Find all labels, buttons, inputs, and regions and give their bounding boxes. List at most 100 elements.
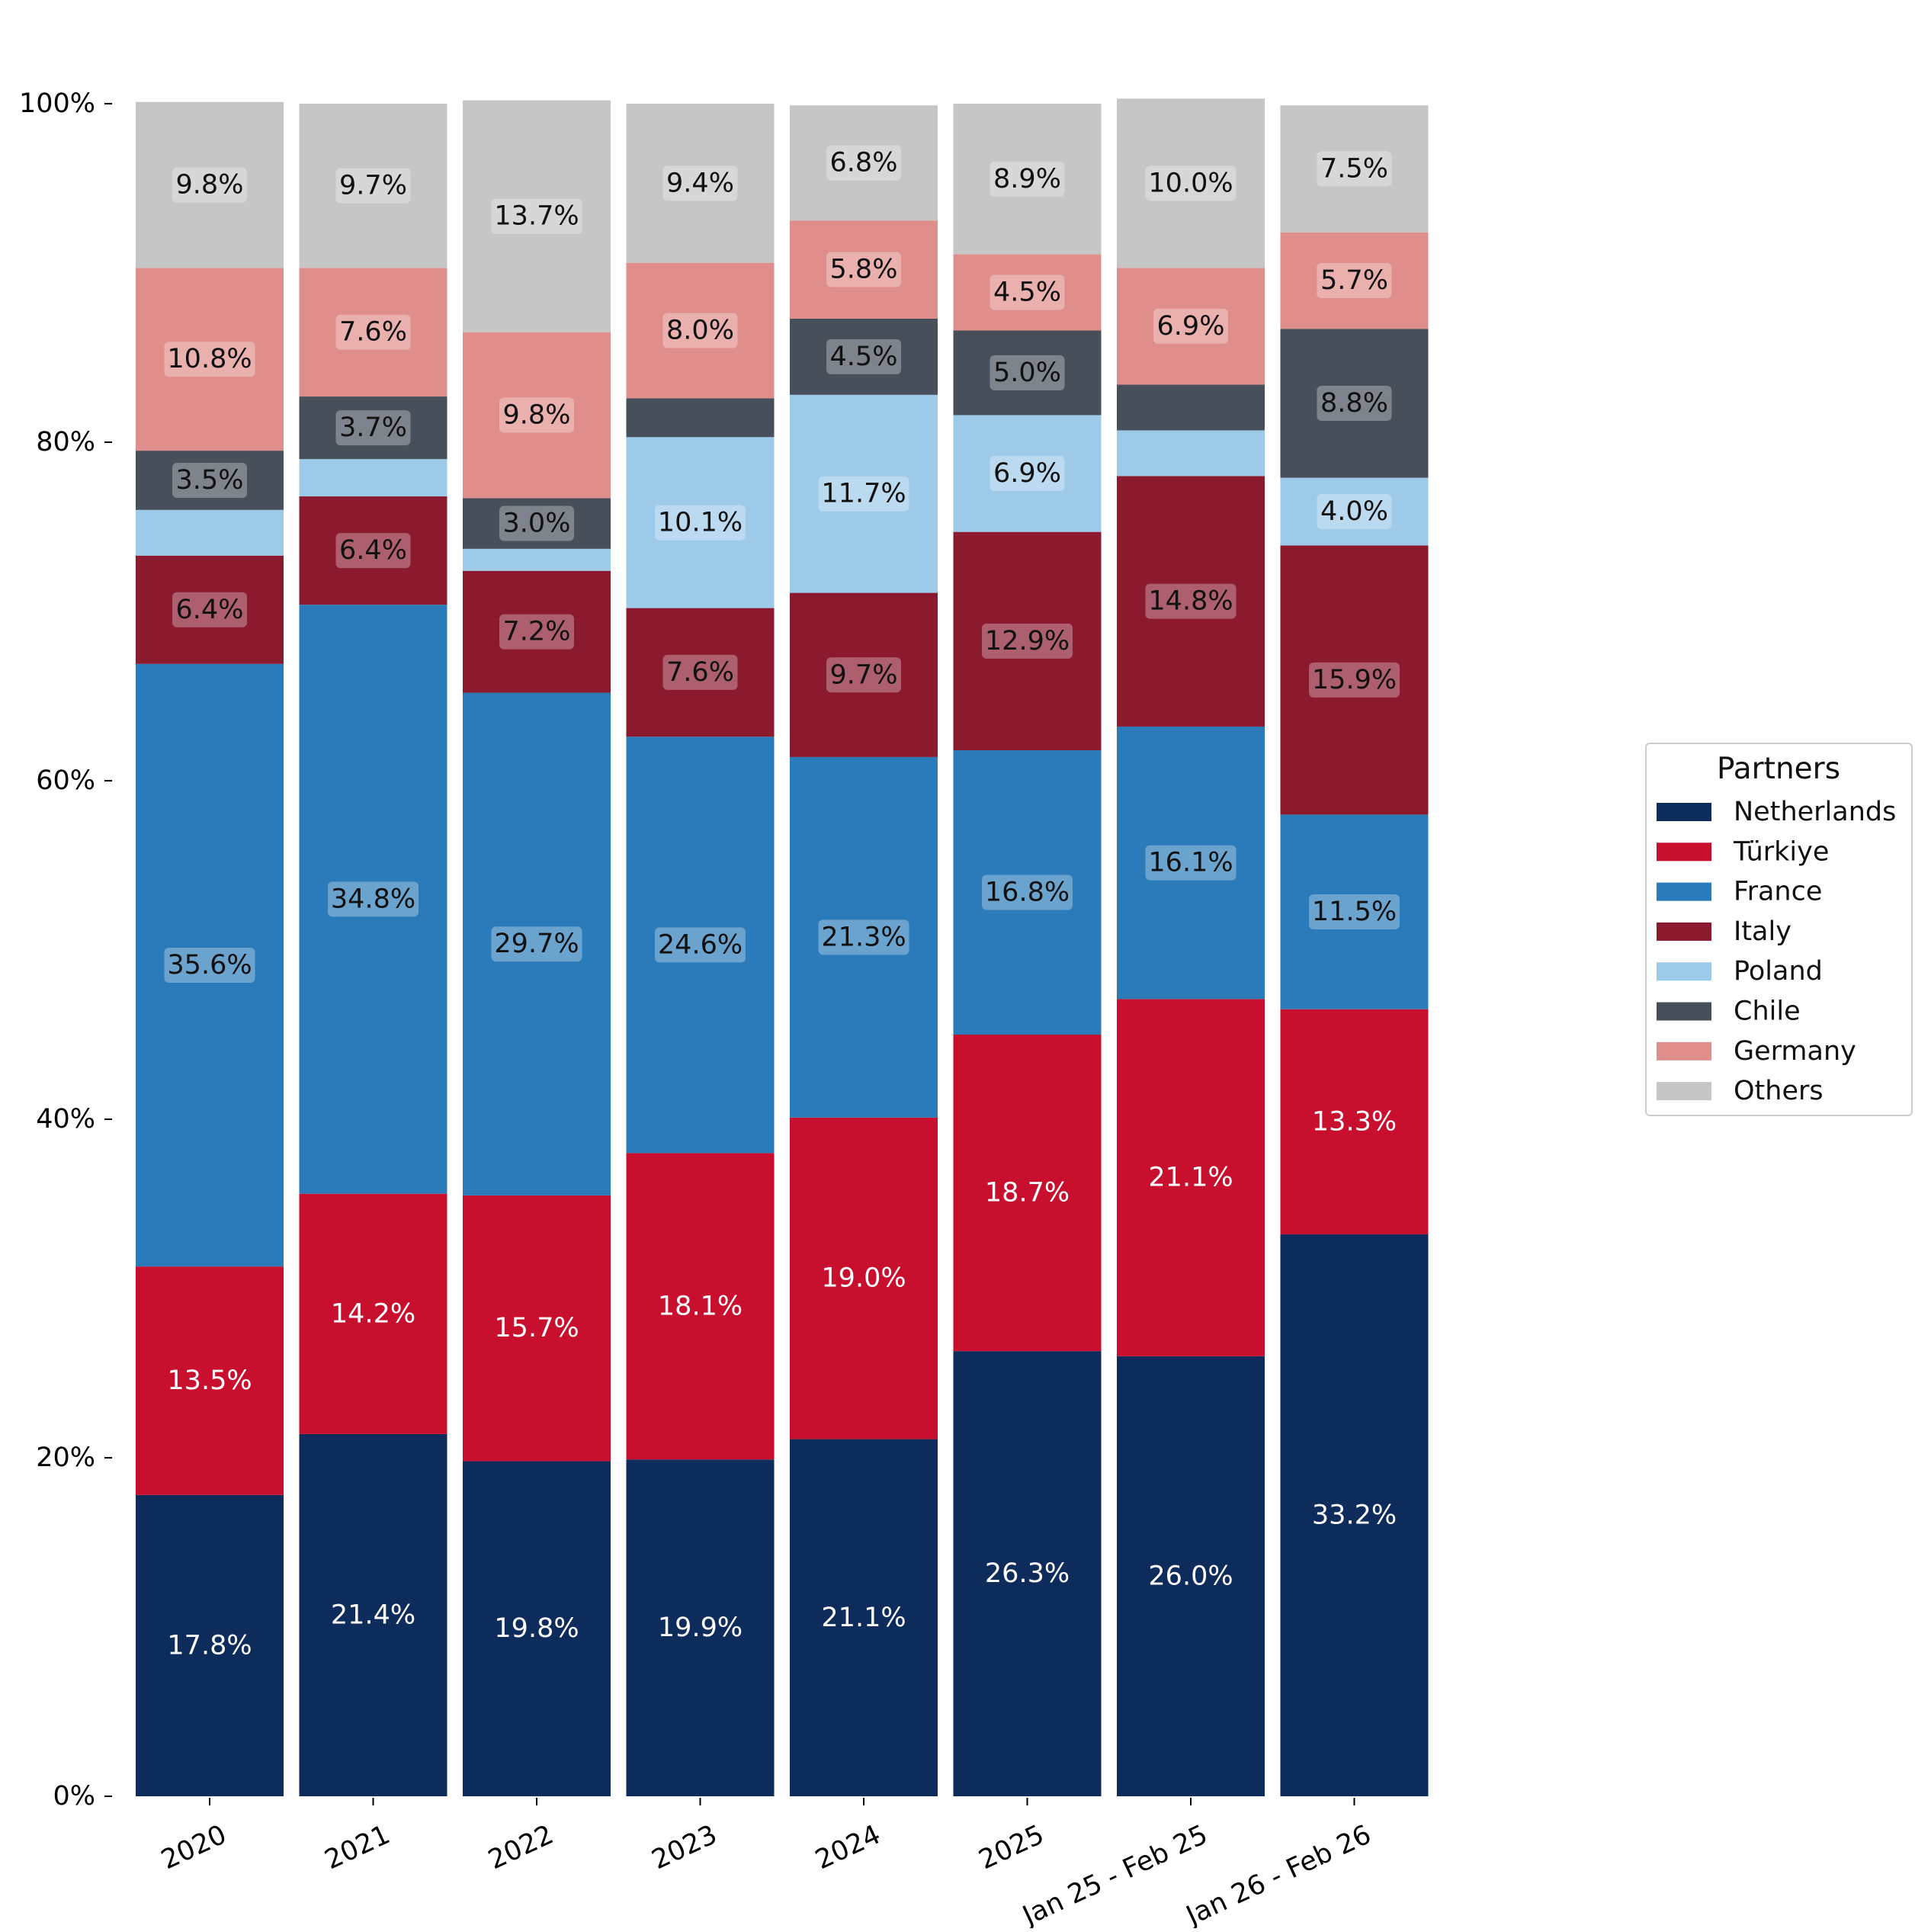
legend-swatch-turkiye [1657, 842, 1711, 862]
bar-segment-turkiye-2023 [626, 1153, 775, 1460]
value-label-poland-2025: 6.9% [993, 458, 1061, 489]
value-label-others-2020: 9.8% [176, 170, 244, 201]
value-label-turkiye-jan-26-feb-26: 13.3% [1312, 1106, 1397, 1137]
bar-segment-chile-jan-26-feb-26 [1280, 329, 1429, 478]
bar-segment-poland-2020 [136, 509, 284, 556]
bar-segment-turkiye-2020 [136, 1266, 284, 1495]
value-label-others-2021: 9.7% [339, 171, 407, 201]
value-label-box-germany-2021 [335, 314, 411, 350]
value-label-others-2024: 6.8% [830, 148, 898, 178]
y-axis: 0% 20% 40% 60% 80% 100% [19, 88, 112, 1812]
bar-segment-germany-2020 [136, 268, 284, 451]
bar-segment-poland-jan-26-feb-26 [1280, 477, 1429, 546]
value-label-france-2024: 21.3% [821, 922, 906, 952]
y-tick-label: 20% [36, 1443, 95, 1473]
value-label-germany-2021: 7.6% [339, 317, 407, 348]
value-label-germany-2024: 5.8% [830, 255, 898, 285]
value-label-france-2025: 16.8% [985, 878, 1070, 908]
y-tick-label: 80% [36, 427, 95, 457]
value-label-france-jan-25-feb-25: 16.1% [1148, 848, 1233, 878]
bar-segment-france-2022 [463, 692, 611, 1195]
value-label-box-others-2021 [335, 168, 411, 204]
bar-segment-italy-2025 [953, 531, 1102, 751]
bar-segment-germany-jan-26-feb-26 [1280, 232, 1429, 329]
bar-segment-others-jan-26-feb-26 [1280, 105, 1429, 233]
value-label-netherlands-2025: 26.3% [985, 1558, 1070, 1589]
bar-segment-france-2023 [626, 737, 775, 1154]
legend-label-others: Others [1734, 1076, 1824, 1106]
bar-segment-others-2020 [136, 101, 284, 268]
value-label-box-germany-2023 [662, 313, 738, 348]
value-label-box-others-2023 [662, 165, 738, 201]
value-label-box-france-2023 [655, 927, 746, 963]
bar-segment-netherlands-2022 [463, 1461, 611, 1796]
x-tick-label-2021: 2021 [320, 1819, 395, 1876]
bar-segment-germany-2021 [299, 268, 447, 397]
value-label-netherlands-jan-25-feb-25: 26.0% [1148, 1561, 1233, 1591]
value-label-others-jan-25-feb-25: 10.0% [1148, 168, 1233, 198]
bar-segment-netherlands-2025 [953, 1351, 1102, 1796]
x-tick-label-jan-26-feb-26: Jan 26 - Feb 26 [1180, 1819, 1375, 1928]
value-labels-layer: 17.8% 13.5% 35.6% 6.4% 3.5% 10.8% 9.8% 21.4% 14.… [164, 145, 1400, 1661]
bar-segment-netherlands-2024 [790, 1439, 938, 1796]
bar-segment-netherlands-jan-26-feb-26 [1280, 1234, 1429, 1796]
bar-segment-germany-2025 [953, 254, 1102, 331]
value-label-france-2021: 34.8% [331, 884, 415, 914]
value-label-germany-2025: 4.5% [993, 278, 1061, 308]
bar-segment-germany-jan-25-feb-25 [1117, 268, 1265, 385]
value-label-others-2025: 8.9% [993, 164, 1061, 194]
value-label-box-germany-jan-26-feb-26 [1317, 262, 1392, 298]
value-label-italy-2020: 6.4% [176, 595, 244, 625]
bar-segment-turkiye-jan-26-feb-26 [1280, 1009, 1429, 1234]
bar-segment-others-2023 [626, 104, 775, 263]
value-label-chile-2021: 3.7% [339, 412, 407, 443]
bar-segment-italy-2024 [790, 592, 938, 757]
value-label-netherlands-2024: 21.1% [821, 1603, 906, 1633]
value-label-netherlands-2022: 19.8% [494, 1613, 579, 1644]
value-label-box-italy-2023 [662, 654, 738, 690]
legend-swatch-france [1657, 882, 1711, 901]
value-label-box-others-jan-25-feb-25 [1145, 165, 1237, 201]
value-label-box-chile-2025 [990, 355, 1065, 390]
bars-layer [136, 98, 1429, 1796]
value-label-netherlands-jan-26-feb-26: 33.2% [1312, 1500, 1397, 1530]
value-label-box-chile-jan-26-feb-26 [1317, 385, 1392, 421]
bar-segment-others-2024 [790, 105, 938, 221]
value-label-netherlands-2020: 17.8% [167, 1630, 252, 1661]
bar-segment-others-2022 [463, 100, 611, 332]
value-label-germany-jan-26-feb-26: 5.7% [1320, 265, 1388, 296]
value-label-box-italy-2025 [982, 623, 1073, 659]
bar-segment-germany-2024 [790, 220, 938, 319]
legend-label-chile: Chile [1734, 996, 1801, 1027]
value-label-turkiye-2022: 15.7% [494, 1313, 579, 1343]
value-label-others-2022: 13.7% [494, 201, 579, 232]
legend-title: Partners [1717, 752, 1840, 786]
value-label-netherlands-2021: 21.4% [331, 1600, 415, 1630]
bar-segment-poland-2021 [299, 459, 447, 497]
value-label-chile-2025: 5.0% [993, 358, 1061, 388]
bar-segment-chile-jan-25-feb-25 [1117, 384, 1265, 431]
value-label-box-france-2021 [328, 881, 419, 917]
value-label-poland-jan-26-feb-26: 4.0% [1320, 496, 1388, 527]
legend-label-netherlands: Netherlands [1734, 797, 1896, 827]
bar-segment-poland-2024 [790, 394, 938, 593]
bar-segment-netherlands-2020 [136, 1494, 284, 1796]
bar-segment-others-2021 [299, 104, 447, 268]
value-label-chile-2024: 4.5% [830, 342, 898, 372]
value-label-box-france-jan-26-feb-26 [1309, 894, 1400, 930]
value-label-italy-jan-25-feb-25: 14.8% [1148, 586, 1233, 617]
value-label-italy-2024: 9.7% [830, 660, 898, 690]
value-label-france-2022: 29.7% [494, 929, 579, 959]
value-label-box-chile-2020 [172, 462, 247, 498]
value-label-germany-jan-25-feb-25: 6.9% [1157, 311, 1225, 342]
bar-segment-italy-2022 [463, 570, 611, 693]
value-label-turkiye-2023: 18.1% [658, 1291, 743, 1321]
legend-frame [1645, 743, 1913, 1116]
bar-segment-poland-jan-25-feb-25 [1117, 430, 1265, 477]
bar-segment-italy-2021 [299, 496, 447, 605]
value-label-box-germany-2025 [990, 274, 1065, 310]
y-tick-label: 60% [36, 765, 95, 796]
